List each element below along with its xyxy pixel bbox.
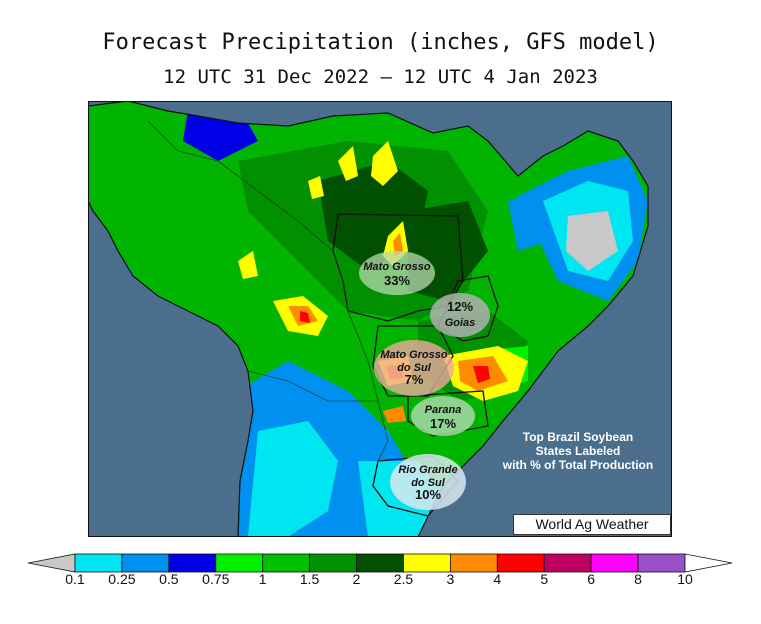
state-labels: Mato Grosso 33% 12% Goias Mato Grosso do… [359, 251, 490, 510]
colorbar-cell [215, 553, 264, 573]
state-pct-mato-grosso: 33% [384, 273, 410, 288]
state-pct-parana: 17% [430, 416, 456, 431]
colorbar-cell [121, 553, 170, 573]
colorbar-tick-label: 4 [493, 571, 502, 587]
colorbar-tick-label: 2.5 [393, 571, 414, 587]
colorbar-under-triangle [28, 553, 76, 573]
state-pct-rio-grande-do-sul: 10% [415, 487, 441, 502]
colorbar-tick-label: 3 [446, 571, 455, 587]
state-name-rio-grande-do-sul-2: do Sul [411, 477, 446, 489]
colorbar-cell [356, 553, 404, 573]
colorbar-tick-label: 0.25 [108, 571, 136, 587]
colorbar-cell [74, 553, 123, 573]
state-name-mato-grosso-do-sul-2: do Sul [397, 362, 432, 374]
credit-label: World Ag Weather [513, 514, 671, 535]
colorbar-tick-label: 0.75 [202, 571, 230, 587]
country-borders [147, 120, 389, 462]
colorbar-tick-label: 0.1 [65, 571, 85, 587]
colorbar-tick-label: 2 [352, 571, 361, 587]
note-line-2: States Labeled [536, 444, 621, 458]
colorbar-over-triangle [684, 553, 733, 573]
state-name-mato-grosso: Mato Grosso [363, 261, 431, 273]
state-name-rio-grande-do-sul-1: Rio Grande [398, 464, 457, 476]
colorbar-tick-label: 10 [677, 571, 693, 587]
note-line-3: with % of Total Production [502, 458, 653, 472]
colorbar-tick-label: 8 [634, 571, 642, 587]
state-name-parana: Parana [425, 404, 462, 416]
colorbar-tick-label: 5 [540, 571, 549, 587]
colorbar [28, 553, 733, 573]
colorbar-tick-label: 1.5 [299, 571, 320, 587]
colorbar-cell [403, 553, 451, 573]
state-name-goias: Goias [445, 317, 476, 329]
colorbar-cell [496, 553, 545, 573]
state-name-mato-grosso-do-sul-1: Mato Grosso [380, 349, 448, 361]
precipitation-map: Mato Grosso 33% 12% Goias Mato Grosso do… [88, 101, 672, 537]
state-pct-mato-grosso-do-sul: 7% [405, 372, 424, 387]
map-frame [88, 101, 672, 537]
colorbar-tick-label: 1 [258, 571, 267, 587]
colorbar-cell [543, 553, 592, 573]
map-subtitle: 12 UTC 31 Dec 2022 — 12 UTC 4 Jan 2023 [163, 66, 598, 88]
colorbar-cell [449, 553, 498, 573]
colorbar-tick-label: 0.5 [159, 571, 179, 587]
state-pct-goias: 12% [447, 299, 473, 314]
colorbar-cell [637, 553, 686, 573]
note-line-1: Top Brazil Soybean [523, 430, 633, 444]
colorbar-tick-label: 6 [587, 571, 596, 587]
production-note: Top Brazil Soybean States Labeled with %… [502, 430, 653, 472]
map-title: Forecast Precipitation (inches, GFS mode… [102, 30, 659, 55]
colorbar-cell [168, 553, 217, 573]
colorbar-cells [74, 553, 686, 573]
colorbar-cell [590, 553, 639, 573]
colorbar-cell [309, 553, 357, 573]
colorbar-cell [262, 553, 311, 573]
coastline [88, 101, 649, 537]
